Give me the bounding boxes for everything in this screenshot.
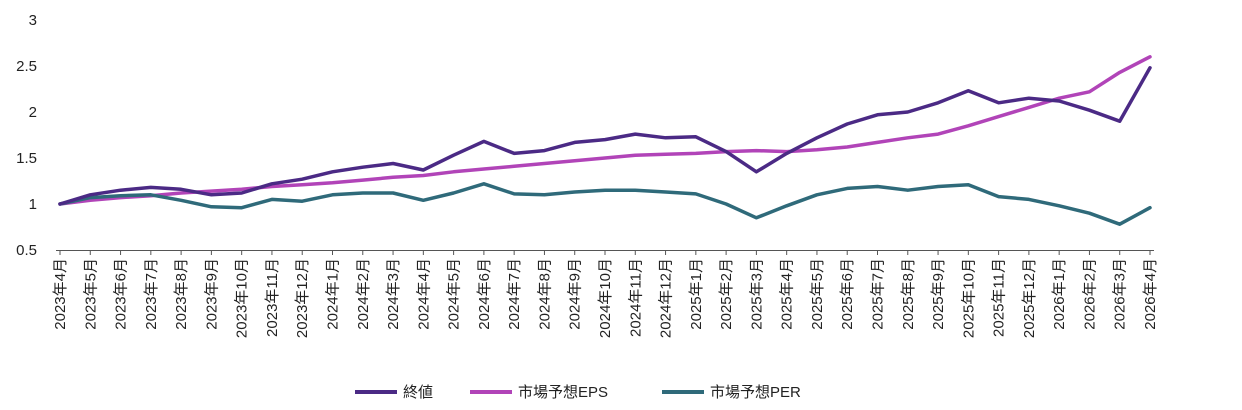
- x-tick-label: 2024年4月: [415, 258, 432, 330]
- x-tick-label: 2023年9月: [203, 258, 220, 330]
- x-tick-label: 2025年7月: [870, 258, 887, 330]
- x-tick-label: 2025年11月: [991, 258, 1008, 337]
- y-tick-label: 1.5: [16, 150, 37, 167]
- x-tick-label: 2025年1月: [688, 258, 705, 330]
- x-tick-label: 2023年4月: [52, 258, 69, 330]
- x-tick-label: 2023年8月: [173, 258, 190, 330]
- x-tick-label: 2024年7月: [506, 258, 523, 330]
- x-tick-label: 2025年8月: [900, 258, 917, 330]
- y-tick-label: 2.5: [16, 58, 37, 75]
- legend-label: 市場予想EPS: [518, 384, 608, 401]
- x-tick-label: 2024年5月: [446, 258, 463, 330]
- x-tick-label: 2026年3月: [1112, 258, 1129, 330]
- y-tick-label: 2: [29, 104, 37, 121]
- x-tick-label: 2023年7月: [143, 258, 160, 330]
- x-tick-label: 2024年1月: [325, 258, 342, 330]
- x-tick-label: 2023年12月: [294, 258, 311, 338]
- y-tick-label: 3: [29, 12, 37, 29]
- x-tick-label: 2023年10月: [234, 258, 251, 338]
- x-tick-label: 2026年2月: [1081, 258, 1098, 330]
- x-tick-label: 2024年8月: [536, 258, 553, 330]
- x-tick-label: 2024年6月: [476, 258, 493, 330]
- x-axis: 2023年4月 2023年5月 2023年6月 2023年7月 2023年8月 2023年…: [52, 250, 1159, 338]
- x-tick-label: 2025年6月: [839, 258, 856, 330]
- x-tick-label: 2025年12月: [1021, 258, 1038, 338]
- x-tick-label: 2026年4月: [1142, 258, 1159, 330]
- legend: 終値 市場予想EPS 市場予想PER: [355, 384, 801, 401]
- x-tick-label: 2024年12月: [658, 258, 675, 338]
- x-tick-label: 2025年10月: [960, 258, 977, 338]
- x-tick-label: 2023年6月: [113, 258, 130, 330]
- x-tick-label: 2025年2月: [718, 258, 735, 330]
- x-tick-label: 2024年11月: [627, 258, 644, 337]
- y-tick-label: 0.5: [16, 242, 37, 259]
- x-tick-label: 2024年9月: [567, 258, 584, 330]
- x-tick-label: 2023年11月: [264, 258, 281, 337]
- plot-area: [58, 55, 1152, 226]
- legend-label: 市場予想PER: [710, 384, 801, 401]
- x-tick-label: 2025年9月: [930, 258, 947, 330]
- y-axis: 0.5 1 1.5 2 2.5 3: [16, 12, 37, 259]
- x-tick-label: 2023年5月: [82, 258, 99, 330]
- x-tick-label: 2025年5月: [809, 258, 826, 330]
- x-tick-label: 2025年3月: [748, 258, 765, 330]
- x-tick-label: 2025年4月: [779, 258, 796, 330]
- series-line-1: [58, 55, 1152, 206]
- series-line-2: [58, 182, 1152, 226]
- series-line-0: [58, 66, 1152, 206]
- x-tick-label: 2024年2月: [355, 258, 372, 330]
- x-tick-label: 2024年3月: [385, 258, 402, 330]
- x-tick-label: 2024年10月: [597, 258, 614, 338]
- y-tick-label: 1: [29, 196, 37, 213]
- legend-label: 終値: [403, 384, 433, 401]
- x-tick-label: 2026年1月: [1051, 258, 1068, 330]
